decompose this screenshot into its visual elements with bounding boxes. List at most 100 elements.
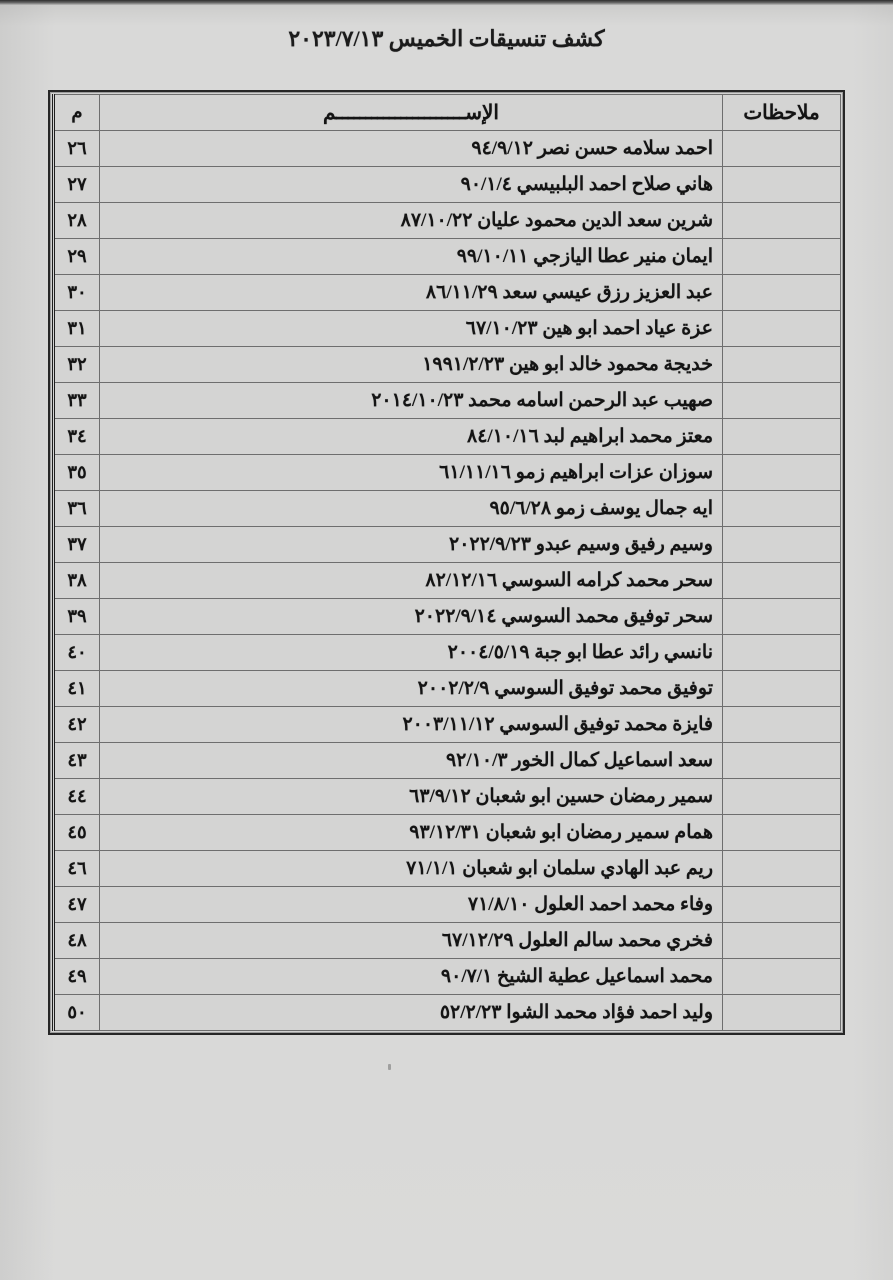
cell-notes bbox=[722, 346, 841, 383]
cell-number: ٤٥ bbox=[52, 814, 100, 851]
cell-name-text: وليد احمد فؤاد محمد الشوا ٥٢/٢/٢٣ bbox=[439, 1002, 713, 1023]
cell-number: ٤٨ bbox=[52, 922, 100, 959]
cell-name-text: سوزان عزات ابراهيم زمو ٦١/١١/١٦ bbox=[439, 462, 713, 483]
cell-name-text: سعد اسماعيل كمال الخور ٩٢/١٠/٣ bbox=[445, 750, 713, 771]
cell-number: ٣٥ bbox=[52, 454, 100, 491]
cell-name: فايزة محمد توفيق السوسي ٢٠٠٣/١١/١٢ bbox=[99, 706, 723, 743]
cell-name-text: معتز محمد ابراهيم لبد ٨٤/١٠/١٦ bbox=[467, 426, 713, 447]
table-row: سحر توفيق محمد السوسي ٢٠٢٢/٩/١٤ ٣٩ bbox=[52, 598, 841, 635]
cell-name-text: شرين سعد الدين محمود عليان ٨٧/١٠/٢٢ bbox=[400, 210, 713, 231]
table-row: معتز محمد ابراهيم لبد ٨٤/١٠/١٦ ٣٤ bbox=[52, 418, 841, 455]
table-row: سعد اسماعيل كمال الخور ٩٢/١٠/٣ ٤٣ bbox=[52, 742, 841, 779]
scan-speck bbox=[388, 1064, 391, 1070]
cell-name-text: سمير رمضان حسين ابو شعبان ٦٣/٩/١٢ bbox=[409, 786, 713, 807]
cell-notes bbox=[722, 778, 841, 815]
table-header-row: ملاحظات الإســــــــــــــــــــــم م bbox=[52, 94, 841, 131]
cell-name: سعد اسماعيل كمال الخور ٩٢/١٠/٣ bbox=[99, 742, 723, 779]
cell-name: عبد العزيز رزق عيسي سعد ٨٦/١١/٢٩ bbox=[99, 274, 723, 311]
page-title: كشف تنسيقات الخميس ٢٠٢٣/٧/١٣ bbox=[288, 26, 605, 51]
cell-name: محمد اسماعيل عطية الشيخ ٩٠/٧/١ bbox=[99, 958, 723, 995]
cell-name-text: ريم عبد الهادي سلمان ابو شعبان ٧١/١/١ bbox=[406, 858, 713, 879]
cell-name-text: توفيق محمد توفيق السوسي ٢٠٠٢/٢/٩ bbox=[417, 678, 713, 699]
cell-notes bbox=[722, 274, 841, 311]
cell-notes bbox=[722, 670, 841, 707]
cell-name: شرين سعد الدين محمود عليان ٨٧/١٠/٢٢ bbox=[99, 202, 723, 239]
cell-number: ٤١ bbox=[52, 670, 100, 707]
cell-number: ٤٦ bbox=[52, 850, 100, 887]
scan-top-edge bbox=[0, 0, 893, 5]
cell-notes bbox=[722, 598, 841, 635]
cell-name: نانسي رائد عطا ابو جبة ٢٠٠٤/٥/١٩ bbox=[99, 634, 723, 671]
table-row: ايه جمال يوسف زمو ٩٥/٦/٢٨ ٣٦ bbox=[52, 490, 841, 527]
cell-notes bbox=[722, 166, 841, 203]
table-body: احمد سلامه حسن نصر ٩٤/٩/١٢ ٢٦ هاني صلاح اح… bbox=[52, 130, 841, 1031]
cell-name: وفاء محمد احمد العلول ٧١/٨/١٠ bbox=[99, 886, 723, 923]
cell-number: ٣٤ bbox=[52, 418, 100, 455]
coordination-listing-table: ملاحظات الإســــــــــــــــــــــم م اح… bbox=[52, 94, 841, 1031]
cell-name: سوزان عزات ابراهيم زمو ٦١/١١/١٦ bbox=[99, 454, 723, 491]
cell-notes bbox=[722, 706, 841, 743]
cell-name-text: صهيب عبد الرحمن اسامه محمد ٢٠١٤/١٠/٢٣ bbox=[371, 390, 713, 411]
cell-name: وليد احمد فؤاد محمد الشوا ٥٢/٢/٢٣ bbox=[99, 994, 723, 1031]
cell-number: ٢٩ bbox=[52, 238, 100, 275]
cell-number: ٢٨ bbox=[52, 202, 100, 239]
cell-name: معتز محمد ابراهيم لبد ٨٤/١٠/١٦ bbox=[99, 418, 723, 455]
cell-name: صهيب عبد الرحمن اسامه محمد ٢٠١٤/١٠/٢٣ bbox=[99, 382, 723, 419]
cell-name-text: نانسي رائد عطا ابو جبة ٢٠٠٤/٥/١٩ bbox=[447, 642, 713, 663]
table-row: نانسي رائد عطا ابو جبة ٢٠٠٤/٥/١٩ ٤٠ bbox=[52, 634, 841, 671]
cell-notes bbox=[722, 958, 841, 995]
cell-name: وسيم رفيق وسيم عبدو ٢٠٢٢/٩/٢٣ bbox=[99, 526, 723, 563]
cell-notes bbox=[722, 526, 841, 563]
cell-name-text: همام سمير رمضان ابو شعبان ٩٣/١٢/٣١ bbox=[409, 822, 713, 843]
cell-name: سحر توفيق محمد السوسي ٢٠٢٢/٩/١٤ bbox=[99, 598, 723, 635]
cell-name-text: محمد اسماعيل عطية الشيخ ٩٠/٧/١ bbox=[440, 966, 713, 987]
cell-number: ٤٠ bbox=[52, 634, 100, 671]
table-row: سوزان عزات ابراهيم زمو ٦١/١١/١٦ ٣٥ bbox=[52, 454, 841, 491]
cell-name: احمد سلامه حسن نصر ٩٤/٩/١٢ bbox=[99, 130, 723, 167]
cell-name-text: هاني صلاح احمد البلبيسي ٩٠/١/٤ bbox=[460, 174, 713, 195]
table-row: توفيق محمد توفيق السوسي ٢٠٠٢/٢/٩ ٤١ bbox=[52, 670, 841, 707]
cell-name-text: فايزة محمد توفيق السوسي ٢٠٠٣/١١/١٢ bbox=[402, 714, 713, 735]
cell-notes bbox=[722, 994, 841, 1031]
cell-number: ٥٠ bbox=[52, 994, 100, 1031]
cell-name: عزة عياد احمد ابو هين ٦٧/١٠/٢٣ bbox=[99, 310, 723, 347]
table-row: همام سمير رمضان ابو شعبان ٩٣/١٢/٣١ ٤٥ bbox=[52, 814, 841, 851]
cell-name: سمير رمضان حسين ابو شعبان ٦٣/٩/١٢ bbox=[99, 778, 723, 815]
table-row: ايمان منير عطا اليازجي ٩٩/١٠/١١ ٢٩ bbox=[52, 238, 841, 275]
cell-number: ٤٢ bbox=[52, 706, 100, 743]
cell-name: ايه جمال يوسف زمو ٩٥/٦/٢٨ bbox=[99, 490, 723, 527]
cell-number: ٣٨ bbox=[52, 562, 100, 599]
cell-name: ايمان منير عطا اليازجي ٩٩/١٠/١١ bbox=[99, 238, 723, 275]
column-header-name: الإســــــــــــــــــــــم bbox=[99, 94, 723, 131]
cell-name-text: احمد سلامه حسن نصر ٩٤/٩/١٢ bbox=[471, 138, 713, 159]
table-row: سحر محمد كرامه السوسي ٨٢/١٢/١٦ ٣٨ bbox=[52, 562, 841, 599]
table-row: محمد اسماعيل عطية الشيخ ٩٠/٧/١ ٤٩ bbox=[52, 958, 841, 995]
cell-notes bbox=[722, 418, 841, 455]
cell-name-text: ايمان منير عطا اليازجي ٩٩/١٠/١١ bbox=[456, 246, 713, 267]
cell-number: ٣٠ bbox=[52, 274, 100, 311]
cell-name: سحر محمد كرامه السوسي ٨٢/١٢/١٦ bbox=[99, 562, 723, 599]
cell-notes bbox=[722, 814, 841, 851]
cell-notes bbox=[722, 382, 841, 419]
cell-name-text: وسيم رفيق وسيم عبدو ٢٠٢٢/٩/٢٣ bbox=[448, 534, 713, 555]
table-row: ريم عبد الهادي سلمان ابو شعبان ٧١/١/١ ٤٦ bbox=[52, 850, 841, 887]
table-row: خديجة محمود خالد ابو هين ١٩٩١/٢/٢٣ ٣٢ bbox=[52, 346, 841, 383]
cell-notes bbox=[722, 130, 841, 167]
cell-number: ٤٤ bbox=[52, 778, 100, 815]
cell-name-text: فخري محمد سالم العلول ٦٧/١٢/٢٩ bbox=[441, 930, 713, 951]
cell-notes bbox=[722, 742, 841, 779]
cell-notes bbox=[722, 634, 841, 671]
cell-name-text: خديجة محمود خالد ابو هين ١٩٩١/٢/٢٣ bbox=[422, 354, 713, 375]
listing-table-container: ملاحظات الإســــــــــــــــــــــم م اح… bbox=[48, 90, 845, 1035]
cell-number: ٣٩ bbox=[52, 598, 100, 635]
cell-name: خديجة محمود خالد ابو هين ١٩٩١/٢/٢٣ bbox=[99, 346, 723, 383]
cell-name-text: عزة عياد احمد ابو هين ٦٧/١٠/٢٣ bbox=[465, 318, 713, 339]
table-row: شرين سعد الدين محمود عليان ٨٧/١٠/٢٢ ٢٨ bbox=[52, 202, 841, 239]
cell-number: ٣٣ bbox=[52, 382, 100, 419]
cell-number: ٢٦ bbox=[52, 130, 100, 167]
cell-name-text: سحر محمد كرامه السوسي ٨٢/١٢/١٦ bbox=[425, 570, 713, 591]
cell-name-text: عبد العزيز رزق عيسي سعد ٨٦/١١/٢٩ bbox=[425, 282, 713, 303]
table-row: وليد احمد فؤاد محمد الشوا ٥٢/٢/٢٣ ٥٠ bbox=[52, 994, 841, 1031]
cell-notes bbox=[722, 922, 841, 959]
cell-notes bbox=[722, 562, 841, 599]
